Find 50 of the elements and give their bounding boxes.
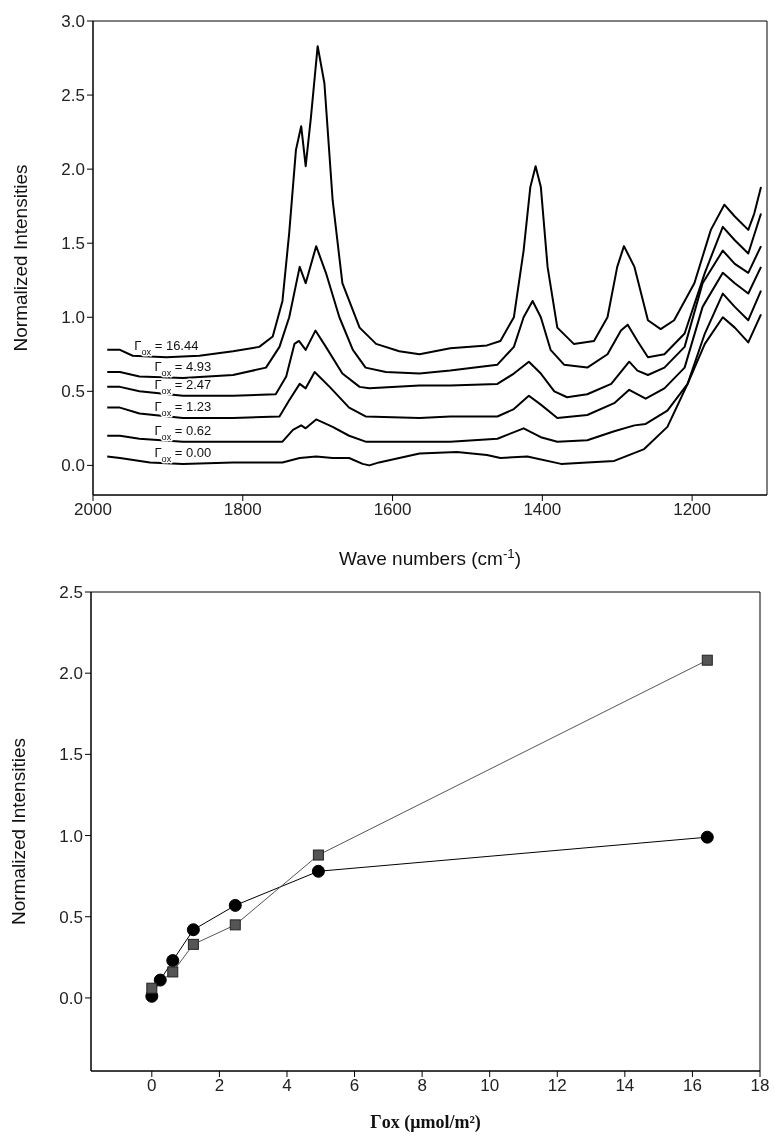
x-axis-title: Γox (μmol/m²) xyxy=(370,1112,481,1133)
y-tick-label: 1.5 xyxy=(61,234,85,254)
point xyxy=(701,654,713,666)
y-tick-label: 0.0 xyxy=(61,456,85,476)
point xyxy=(166,954,180,968)
series-label: Γ$_{ox}$ = 0.00 xyxy=(154,444,212,464)
point xyxy=(311,864,325,878)
x-tick-label: 1800 xyxy=(223,500,262,520)
series-label: Γ$_{ox}$ = 16.44 xyxy=(134,338,199,358)
x-tick-label: 16 xyxy=(682,1076,702,1096)
y-tick-label: 0.0 xyxy=(59,988,83,1008)
x-tick-label: 1200 xyxy=(673,500,712,520)
x-tick-label: 8 xyxy=(417,1076,427,1096)
x-tick-label: 14 xyxy=(615,1076,635,1096)
line-series xyxy=(106,265,763,419)
point xyxy=(186,923,200,937)
y-tick-label: 1.0 xyxy=(61,308,85,328)
y-tick-label: 2.0 xyxy=(59,664,83,684)
x-tick-label: 18 xyxy=(750,1076,770,1096)
y-axis-title: Normalized Intensities xyxy=(8,738,30,925)
x-tick-label: 1600 xyxy=(373,500,412,520)
x-tick-label: 2 xyxy=(214,1076,225,1096)
series-label: Γ$_{ox}$ = 4.93 xyxy=(154,358,212,378)
x-tick-label: 12 xyxy=(547,1076,567,1096)
y-tick-label: 0.5 xyxy=(59,907,83,927)
y-tick-label: 3.0 xyxy=(61,12,85,32)
y-tick-label: 2.5 xyxy=(61,86,85,106)
point xyxy=(228,898,242,912)
y-tick-label: 0.5 xyxy=(61,382,85,402)
point xyxy=(187,938,199,950)
point xyxy=(229,919,241,931)
y-tick-label: 2.0 xyxy=(61,160,85,180)
line-series xyxy=(106,45,763,359)
x-tick-label: 4 xyxy=(282,1076,292,1096)
point xyxy=(153,973,167,987)
point xyxy=(700,830,714,844)
x-tick-label: 1400 xyxy=(523,500,562,520)
x-tick-label: 2000 xyxy=(74,500,112,520)
x-axis-title: Wave numbers (cm$^{-1}$) xyxy=(338,545,522,569)
y-tick-label: 1.5 xyxy=(59,745,83,765)
point xyxy=(167,966,179,978)
x-tick-label: 0 xyxy=(147,1076,157,1096)
y-axis-title: Normalized Intensities xyxy=(10,164,32,352)
x-tick-label: 6 xyxy=(349,1076,360,1096)
series-label: Γ$_{ox}$ = 0.62 xyxy=(154,422,212,442)
y-tick-label: 2.5 xyxy=(59,583,83,603)
point xyxy=(146,982,158,994)
point xyxy=(312,849,324,861)
y-tick-label: 1.0 xyxy=(59,826,83,846)
x-tick-label: 10 xyxy=(480,1076,500,1096)
